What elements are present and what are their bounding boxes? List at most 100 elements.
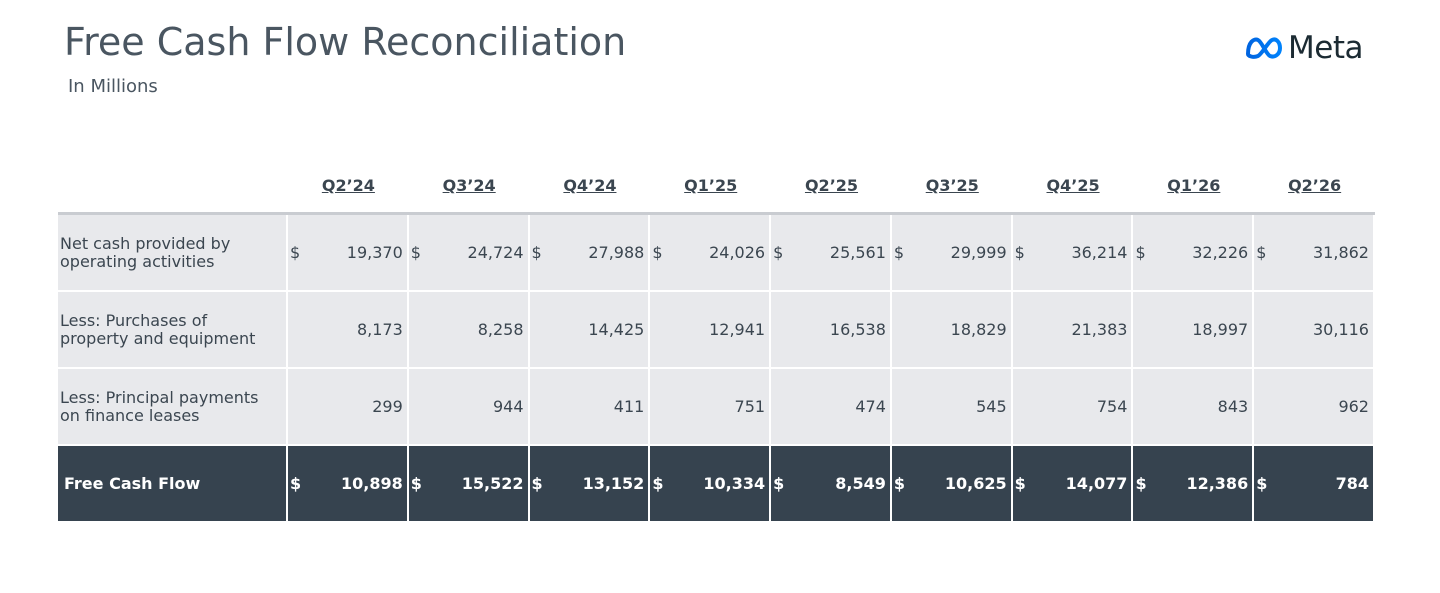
currency: $ [652, 474, 664, 493]
table-cell: 12,941 [650, 292, 770, 367]
table-cell: 843 [1133, 369, 1253, 444]
table-cell: $8,549 [771, 446, 890, 521]
table-cell: 411 [529, 369, 649, 444]
currency: $ [652, 243, 663, 262]
amount: 10,625 [944, 474, 1007, 493]
table-cell: $27,988 [529, 215, 649, 290]
table-cell: $10,334 [650, 446, 770, 521]
currency: $ [773, 243, 784, 262]
table-cell: $15,522 [408, 446, 528, 521]
currency: $ [410, 474, 422, 493]
currency: $ [773, 474, 785, 493]
column-header: Q2’26 [1288, 176, 1342, 195]
table-cell: 545 [891, 369, 1011, 444]
table-cell: $32,226 [1133, 215, 1253, 290]
column-header: Q4’25 [1046, 176, 1100, 195]
amount: 12,386 [1186, 474, 1249, 493]
table-cell: 944 [408, 369, 528, 444]
amount: 24,724 [467, 243, 524, 262]
column-header: Q3’24 [442, 176, 496, 195]
amount: 751 [734, 397, 766, 416]
table-cell: 299 [288, 369, 407, 444]
table-cell: 14,425 [529, 292, 649, 367]
column-header: Q2’25 [804, 176, 859, 195]
title: Free Cash Flow Reconciliation [64, 20, 627, 64]
column-header: Q4’24 [563, 176, 617, 195]
amount: 962 [1338, 397, 1369, 416]
column-header: Q1’25 [684, 176, 738, 195]
currency: $ [893, 243, 905, 262]
amount: 12,941 [709, 320, 766, 339]
amount: 944 [492, 397, 524, 416]
currency: $ [531, 243, 542, 262]
currency: $ [1014, 243, 1025, 262]
amount: 24,026 [709, 243, 766, 262]
row-label: Less: Purchases of property and equipmen… [58, 292, 286, 367]
amount: 18,997 [1192, 320, 1249, 339]
table-cell: $784 [1254, 446, 1373, 521]
amount: 843 [1217, 397, 1249, 416]
table-cell: 8,173 [288, 292, 407, 367]
table-cell: 754 [1012, 369, 1132, 444]
amount: 29,999 [950, 243, 1007, 262]
table-cell: 30,116 [1254, 292, 1373, 367]
table-cell: $13,152 [529, 446, 649, 521]
table-cell: $12,386 [1133, 446, 1253, 521]
amount: 32,226 [1192, 243, 1249, 262]
amount: 8,549 [835, 474, 886, 493]
table-cell: $24,724 [408, 215, 528, 290]
amount: 16,538 [829, 320, 886, 339]
logo-mark [1246, 37, 1282, 59]
currency: $ [410, 243, 421, 262]
table-cell: 474 [771, 369, 890, 444]
amount: 27,988 [588, 243, 645, 262]
table-cell: $19,370 [288, 215, 407, 290]
row-label: Free Cash Flow [58, 446, 286, 521]
column-header: Q1’26 [1167, 176, 1221, 195]
amount: 21,383 [1071, 320, 1128, 339]
amount: 10,898 [341, 474, 403, 493]
logo: Meta [1244, 30, 1363, 66]
currency: $ [893, 474, 906, 493]
column-header: Q2’24 [321, 176, 375, 195]
amount: 10,334 [703, 474, 766, 493]
amount: 36,214 [1071, 243, 1128, 262]
table-cell: $10,625 [891, 446, 1011, 521]
table-cell: 16,538 [771, 292, 890, 367]
amount: 8,173 [356, 320, 403, 339]
row-label: Net cash provided by operating activitie… [58, 215, 286, 290]
row-label: Less: Principal payments on finance leas… [58, 369, 286, 444]
amount: 13,152 [582, 474, 645, 493]
amount: 31,862 [1313, 243, 1369, 262]
table-cell: 8,258 [408, 292, 528, 367]
table-cell: 751 [650, 369, 770, 444]
table-cell: 21,383 [1012, 292, 1132, 367]
table-cell: $24,026 [650, 215, 770, 290]
currency: $ [290, 474, 302, 493]
table-cell: $25,561 [771, 215, 890, 290]
currency: $ [1135, 474, 1147, 493]
amount: 8,258 [477, 320, 524, 339]
table-cell: $14,077 [1012, 446, 1132, 521]
table-cell: 18,997 [1133, 292, 1253, 367]
amount: 15,522 [461, 474, 524, 493]
currency: $ [1135, 243, 1146, 262]
currency: $ [290, 243, 301, 262]
column-header: Q3’25 [925, 176, 979, 195]
currency: $ [1256, 474, 1268, 493]
amount: 19,370 [346, 243, 403, 262]
table-cell: $10,898 [288, 446, 407, 521]
currency: $ [531, 474, 543, 493]
logo-text: Meta [1288, 30, 1363, 66]
table-cell: 962 [1254, 369, 1373, 444]
table-cell: $29,999 [891, 215, 1011, 290]
amount: 784 [1335, 474, 1369, 493]
amount: 754 [1096, 397, 1128, 416]
amount: 25,561 [829, 243, 886, 262]
subtitle: In Millions [68, 76, 158, 97]
amount: 474 [855, 397, 886, 416]
table-cell: 18,829 [891, 292, 1011, 367]
amount: 299 [372, 397, 403, 416]
amount: 14,425 [588, 320, 645, 339]
